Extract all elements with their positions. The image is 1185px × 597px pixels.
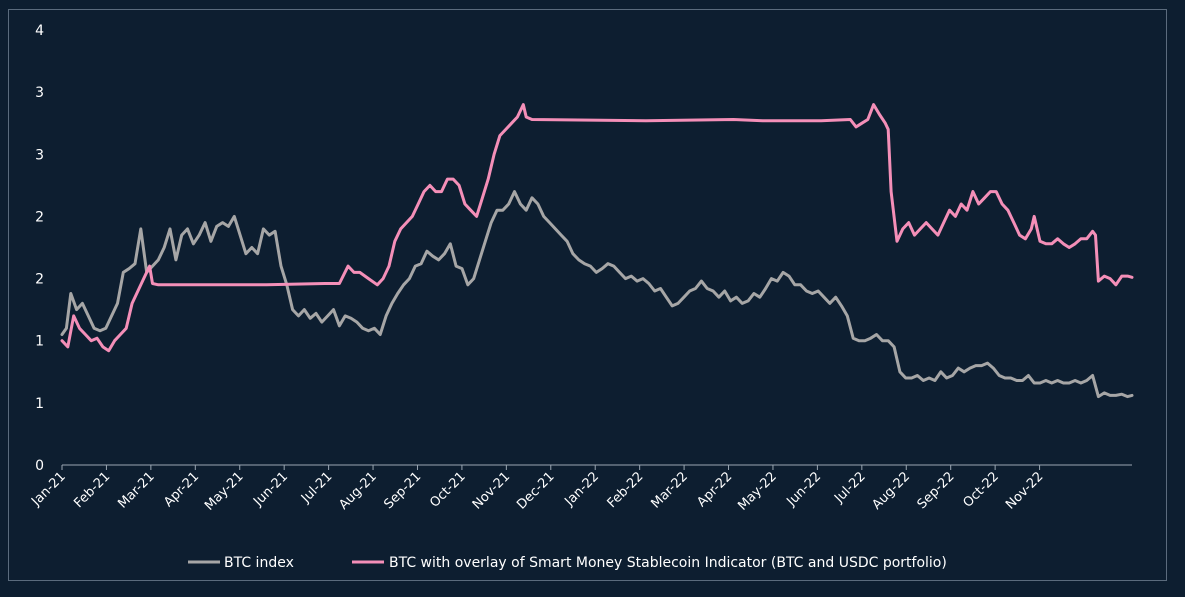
x-tick-label: Jun-21	[250, 469, 291, 510]
x-tick-label: Mar-22	[649, 469, 691, 511]
x-tick-label: Jan-22	[562, 469, 603, 510]
series-line-btc-overlay	[60, 103, 1134, 353]
legend-label: BTC index	[224, 555, 294, 571]
x-tick-label: Apr-21	[161, 469, 202, 510]
x-tick-label: Nov-21	[470, 469, 513, 512]
x-tick-label: May-22	[735, 469, 779, 513]
legend: BTC index BTC with overlay of Smart Money…	[188, 555, 947, 571]
series-line-btc-index	[60, 190, 1134, 399]
legend-label: BTC with overlay of Smart Money Stableco…	[389, 555, 947, 571]
chart-frame	[8, 9, 1167, 581]
x-tick-label: Nov-22	[1003, 469, 1046, 512]
y-tick-label: 3	[35, 147, 44, 163]
x-tick-label: May-21	[202, 469, 246, 513]
x-axis-ticks: Jan-21 Feb-21 Mar-21 Apr-21 May-21 Jun-21 Jul-…	[28, 465, 1046, 514]
x-tick-label: Dec-21	[514, 469, 557, 512]
x-tick-label: Sep-21	[381, 469, 424, 512]
x-tick-label: Aug-21	[336, 469, 380, 513]
x-tick-label: Jan-21	[28, 469, 69, 510]
y-tick-label: 3	[35, 85, 44, 101]
y-tick-label: 1	[35, 396, 44, 412]
x-tick-label: Jul-21	[298, 469, 335, 506]
x-tick-label: Feb-22	[605, 469, 647, 511]
x-tick-label: Mar-21	[115, 469, 157, 511]
x-tick-label: Jul-22	[831, 469, 868, 506]
y-axis-ticks: 0 1 1 2 2 3 3 4	[35, 23, 44, 474]
x-tick-label: Apr-22	[694, 469, 735, 510]
x-tick-label: Oct-22	[960, 469, 1002, 511]
series-lines	[60, 103, 1134, 399]
x-tick-label: Aug-22	[870, 469, 914, 513]
y-tick-label: 4	[35, 23, 44, 39]
x-tick-label: Oct-21	[427, 469, 469, 511]
x-tick-label: Jun-22	[784, 469, 825, 510]
x-tick-label: Sep-22	[915, 469, 958, 512]
y-tick-label: 1	[35, 334, 44, 350]
y-tick-label: 0	[35, 458, 44, 474]
x-tick-label: Feb-21	[71, 469, 113, 511]
y-tick-label: 2	[35, 209, 44, 225]
y-tick-label: 2	[35, 272, 44, 288]
